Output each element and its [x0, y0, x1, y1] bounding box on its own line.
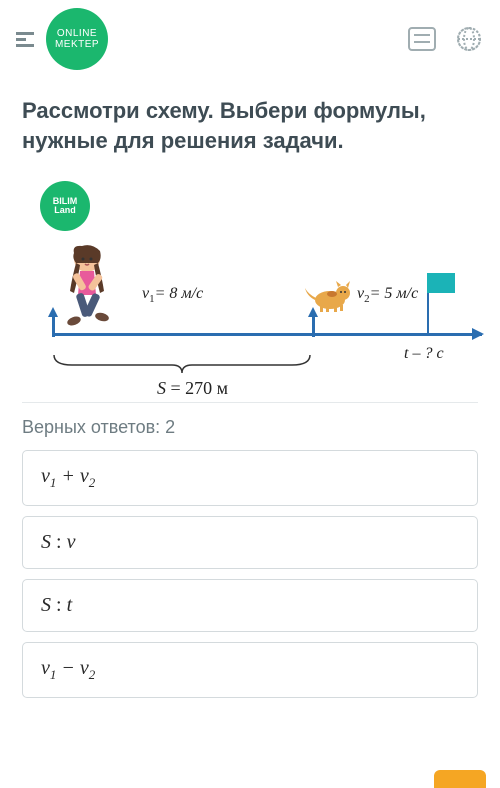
help-button[interactable]: [434, 770, 486, 788]
s-label: S = 270 м: [157, 378, 228, 399]
v2-label: v2= 5 м/с: [357, 285, 418, 305]
bilim-badge: BILIM Land: [40, 181, 90, 231]
option-2[interactable]: S : v: [22, 516, 478, 569]
answer-options: v1 + v2 S : v S : t v1 − v2: [22, 450, 478, 698]
t-label: t – ? с: [404, 345, 444, 363]
distance-brace: [52, 353, 312, 373]
flag-illustration: [427, 273, 455, 335]
problem-diagram: BILIM Land v1= 8 м/с: [22, 173, 478, 403]
correct-answers-count: Верных ответов: 2: [22, 417, 478, 438]
girl-illustration: [52, 243, 122, 338]
v1-label: v1= 8 м/с: [142, 285, 203, 305]
question-title: Рассмотри схему. Выбери формулы, нужные …: [22, 96, 478, 155]
option-3[interactable]: S : t: [22, 579, 478, 632]
menu-icon[interactable]: [16, 32, 34, 47]
main-content: Рассмотри схему. Выбери формулы, нужные …: [0, 78, 500, 716]
globe-icon[interactable]: [454, 24, 484, 54]
app-header: ONLINE MEKTEP: [0, 0, 500, 78]
app-logo[interactable]: ONLINE MEKTEP: [46, 8, 108, 70]
logo-line2: MEKTEP: [55, 39, 99, 50]
logo-line1: ONLINE: [57, 28, 97, 39]
number-line: [52, 333, 482, 336]
option-4[interactable]: v1 − v2: [22, 642, 478, 698]
option-1[interactable]: v1 + v2: [22, 450, 478, 506]
list-icon[interactable]: [408, 27, 436, 51]
